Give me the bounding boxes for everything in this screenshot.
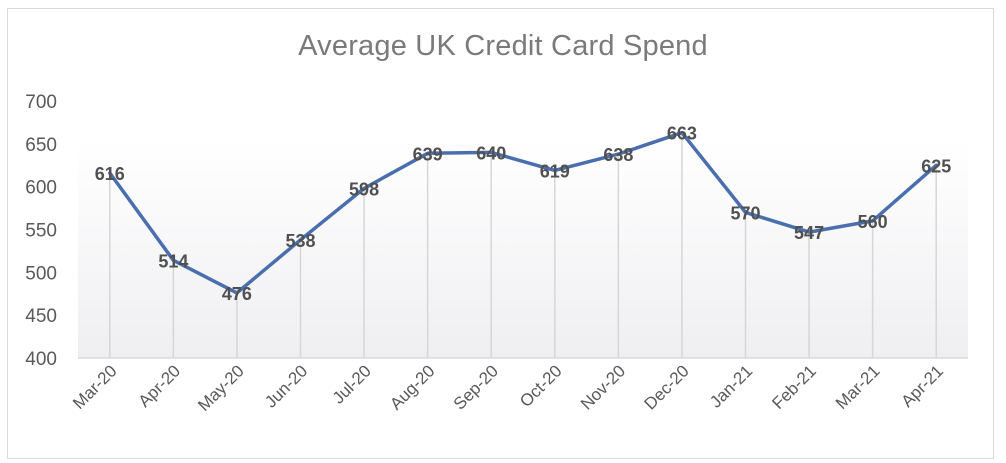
data-label: 640 <box>476 143 506 163</box>
x-tick-label: Apr-21 <box>898 361 948 411</box>
x-tick-label: Nov-20 <box>577 361 629 413</box>
data-label: 598 <box>349 179 379 199</box>
x-tick-label: Dec-20 <box>641 361 693 413</box>
y-tick-label: 600 <box>25 178 57 199</box>
data-label: 538 <box>285 231 315 251</box>
data-label: 570 <box>730 203 760 223</box>
x-tick-label: Feb-21 <box>768 361 820 413</box>
data-label: 514 <box>158 251 188 271</box>
y-tick-label: 400 <box>25 349 57 370</box>
x-tick-label: Jun-20 <box>261 361 311 411</box>
data-labels: 616 514 476 538 598 639 640 619 638 663 570 547 560 6… <box>95 124 951 304</box>
x-tick-label: Apr-20 <box>135 361 185 411</box>
y-tick-label: 550 <box>25 221 57 242</box>
data-label: 639 <box>413 144 443 164</box>
series-line <box>108 130 938 295</box>
x-tick-label: May-20 <box>194 361 248 415</box>
x-tick-label: Sep-20 <box>450 361 502 413</box>
x-tick-label: Aug-20 <box>386 361 438 413</box>
x-tick-label: Jan-21 <box>706 361 756 411</box>
y-tick-label: 650 <box>25 135 57 156</box>
data-label: 476 <box>222 284 252 304</box>
drop-lines <box>109 132 937 358</box>
data-label: 625 <box>921 156 951 176</box>
data-label: 638 <box>603 145 633 165</box>
y-tick-label: 450 <box>25 306 57 327</box>
plot-area <box>78 140 968 358</box>
data-label: 560 <box>858 212 888 232</box>
y-tick-label: 700 <box>25 92 57 113</box>
x-axis-ticks: Mar-20 Apr-20 May-20 Jun-20 Jul-20 Aug-20 Sep-… <box>69 361 947 415</box>
x-tick-label: Jul-20 <box>329 361 375 407</box>
x-tick-label: Mar-20 <box>69 361 121 413</box>
x-tick-label: Mar-21 <box>832 361 884 413</box>
data-label: 663 <box>667 124 697 144</box>
y-axis-ticks: 400 450 500 550 600 650 700 <box>25 92 57 370</box>
data-label: 619 <box>540 161 570 181</box>
chart-title: Average UK Credit Card Spend <box>298 30 708 62</box>
data-label: 547 <box>794 223 824 243</box>
data-label: 616 <box>95 164 125 184</box>
y-tick-label: 500 <box>25 263 57 284</box>
x-tick-label: Oct-20 <box>516 361 566 411</box>
